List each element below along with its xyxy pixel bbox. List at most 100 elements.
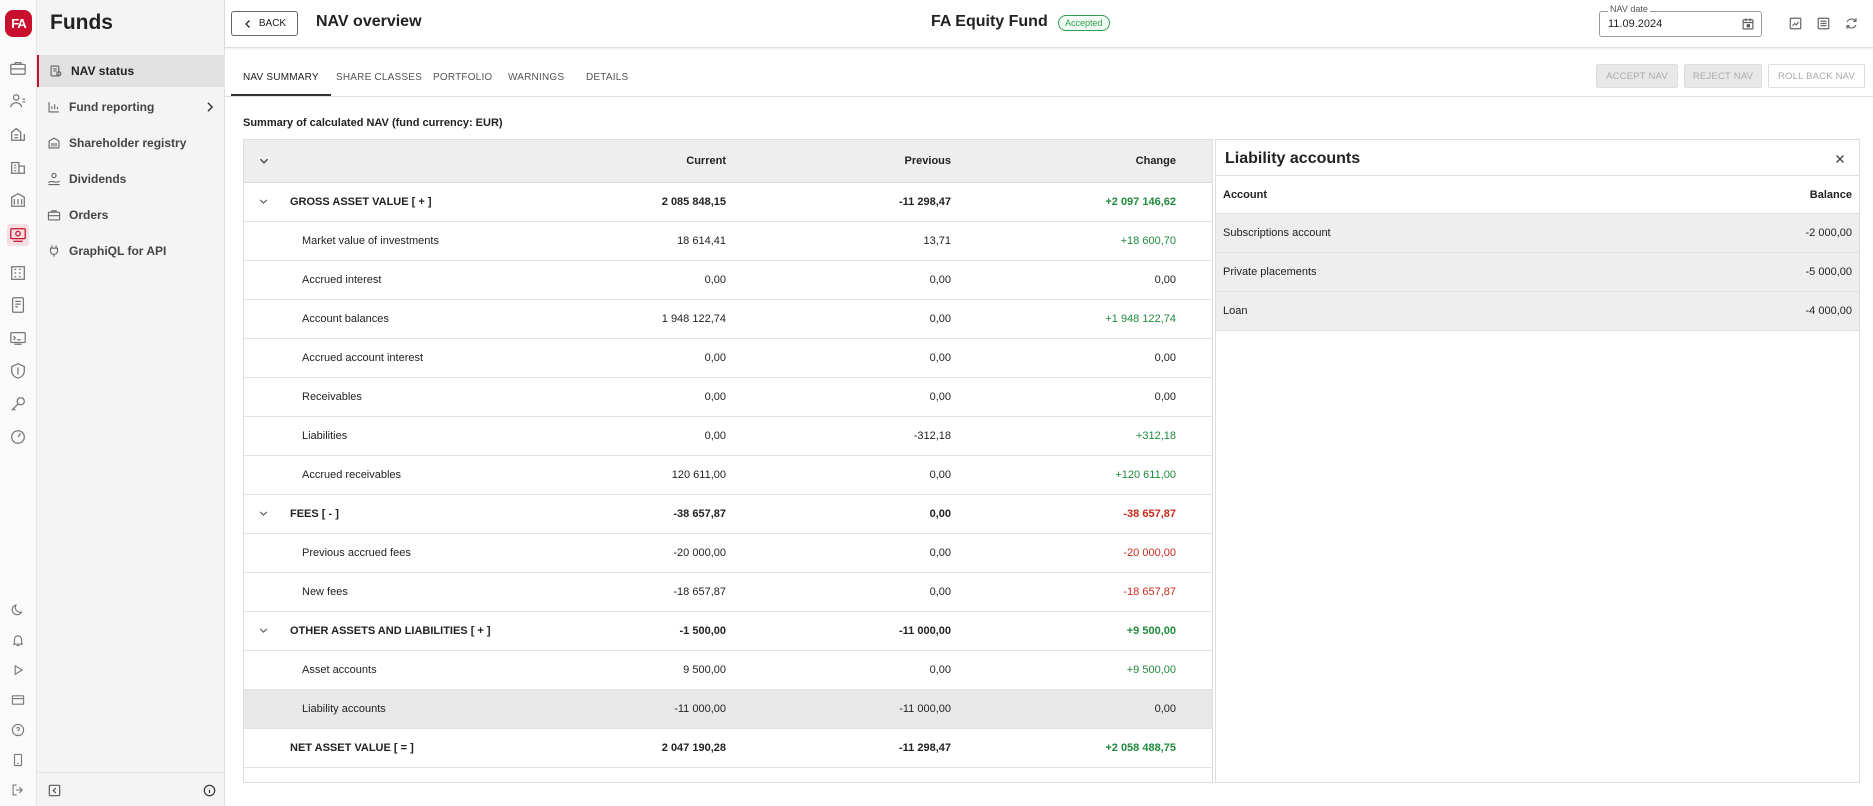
play-icon[interactable]	[7, 659, 29, 681]
nav-status-icon	[49, 64, 63, 78]
accept-nav-button[interactable]: ACCEPT NAV	[1596, 64, 1678, 88]
table-row[interactable]: Market value of investments 18 614,41 13,7…	[244, 222, 1212, 261]
app-logo[interactable]: FA	[5, 10, 32, 37]
reports-icon[interactable]	[7, 123, 29, 145]
dividends-icon	[47, 172, 61, 186]
table-row[interactable]: Asset accounts 9 500,00 0,00 +9 500,00	[244, 651, 1212, 690]
row-label: Accrued receivables	[302, 469, 402, 481]
cell-previous: -312,18	[913, 430, 951, 442]
table-row[interactable]: Liability accounts -11 000,00 -11 000,00 0,…	[244, 690, 1212, 729]
tab-details[interactable]: DETAILS	[586, 72, 629, 83]
cell-current: -38 657,87	[673, 508, 726, 520]
sidebar-item-graphiql[interactable]: GraphiQL for API	[37, 235, 225, 267]
sidebar-item-label: GraphiQL for API	[69, 244, 167, 258]
sidebar-item-fund-reporting[interactable]: Fund reporting	[37, 91, 225, 123]
institutions-icon[interactable]	[7, 189, 29, 211]
cell-change: -38 657,87	[1123, 508, 1176, 520]
panel-row[interactable]: Subscriptions account -2 000,00	[1216, 214, 1859, 253]
chevron-right-icon[interactable]	[203, 100, 217, 114]
refresh-icon[interactable]	[1844, 16, 1859, 31]
table-row[interactable]: Previous accrued fees -20 000,00 0,00 -20 0…	[244, 534, 1212, 573]
contacts-icon[interactable]	[7, 90, 29, 112]
nav-date-input[interactable]	[1608, 18, 1728, 30]
cell-previous: 0,00	[929, 586, 951, 598]
sidebar-item-orders[interactable]: Orders	[37, 199, 225, 231]
cell-change: +1 948 122,74	[1105, 313, 1176, 325]
chevron-down-icon[interactable]	[258, 625, 270, 637]
table-row[interactable]: FEES [ - ] -38 657,87 0,00 -38 657,87	[244, 495, 1212, 534]
card-icon[interactable]	[7, 689, 29, 711]
reject-nav-button[interactable]: REJECT NAV	[1684, 64, 1762, 88]
row-label: Accrued account interest	[302, 352, 424, 364]
dark-mode-icon[interactable]	[7, 599, 29, 621]
buildings-icon[interactable]	[7, 156, 29, 178]
cell-change: -20 000,00	[1123, 547, 1176, 559]
status-badge: Accepted	[1058, 15, 1110, 31]
column-header-change: Change	[1135, 155, 1176, 167]
list-icon[interactable]	[1816, 16, 1831, 31]
table-row[interactable]: Accrued account interest 0,00 0,00 0,00	[244, 339, 1212, 378]
key-icon[interactable]	[7, 393, 29, 415]
cell-previous: 0,00	[929, 274, 951, 286]
cell-previous: 13,71	[923, 235, 951, 247]
sidebar-item-nav-status[interactable]: NAV status	[37, 55, 225, 87]
nav-date-field[interactable]: NAV date	[1599, 4, 1762, 37]
roll-back-nav-button[interactable]: ROLL BACK NAV	[1768, 64, 1865, 88]
row-label: Accrued interest	[302, 274, 382, 286]
funds-icon[interactable]	[7, 224, 29, 246]
table-row[interactable]: NET ASSET VALUE [ = ] 2 047 190,28 -11 298…	[244, 729, 1212, 768]
cell-previous: 0,00	[929, 352, 951, 364]
cell-current: 0,00	[704, 274, 726, 286]
row-label: Market value of investments	[302, 235, 439, 247]
tab-nav-summary[interactable]: NAV SUMMARY	[231, 63, 331, 96]
tab-portfolio[interactable]: PORTFOLIO	[433, 72, 493, 83]
cell-change: +18 600,70	[1120, 235, 1176, 247]
company-icon[interactable]	[7, 262, 29, 284]
cell-previous: 0,00	[929, 469, 951, 481]
close-icon[interactable]	[1833, 152, 1847, 166]
panel-row[interactable]: Private placements -5 000,00	[1216, 253, 1859, 292]
sidebar-item-dividends[interactable]: Dividends	[37, 163, 225, 195]
table-row[interactable]: Liabilities 0,00 -312,18 +312,18	[244, 417, 1212, 456]
cell-current: -20 000,00	[673, 547, 726, 559]
chevron-down-icon[interactable]	[258, 196, 270, 208]
back-button[interactable]: BACK	[231, 11, 298, 36]
report-icon[interactable]	[1788, 16, 1803, 31]
table-row[interactable]: GROSS ASSET VALUE [ + ] 2 085 848,15 -11 2…	[244, 183, 1212, 222]
device-icon[interactable]	[7, 749, 29, 771]
tab-warnings[interactable]: WARNINGS	[508, 72, 565, 83]
cell-change: +9 500,00	[1126, 625, 1176, 637]
logout-icon[interactable]	[7, 779, 29, 801]
row-label: Account balances	[302, 313, 389, 325]
column-header-previous: Previous	[904, 155, 951, 167]
table-row[interactable]: New fees -18 657,87 0,00 -18 657,87	[244, 573, 1212, 612]
tab-divider	[225, 96, 1873, 97]
calendar-icon[interactable]	[1741, 17, 1755, 31]
tab-share-classes[interactable]: SHARE CLASSES	[336, 72, 422, 83]
shield-icon[interactable]	[7, 360, 29, 382]
table-row[interactable]: OTHER ASSETS AND LIABILITIES [ + ] -1 500…	[244, 612, 1212, 651]
table-row[interactable]: Accrued interest 0,00 0,00 0,00	[244, 261, 1212, 300]
table-row[interactable]: Receivables 0,00 0,00 0,00	[244, 378, 1212, 417]
cell-previous: -11 298,47	[899, 196, 951, 208]
info-icon[interactable]	[203, 784, 216, 797]
panel-row[interactable]: Loan -4 000,00	[1216, 292, 1859, 331]
chevron-down-icon[interactable]	[258, 155, 270, 167]
table-row[interactable]: Account balances 1 948 122,74 0,00 +1 948 1…	[244, 300, 1212, 339]
chevron-down-icon[interactable]	[258, 508, 270, 520]
cell-previous: -11 000,00	[899, 703, 951, 715]
chevron-left-icon	[243, 19, 253, 29]
notifications-icon[interactable]	[7, 629, 29, 651]
cell-change: 0,00	[1154, 352, 1176, 364]
terminal-icon[interactable]	[7, 327, 29, 349]
table-row[interactable]: Accrued receivables 120 611,00 0,00 +120 61…	[244, 456, 1212, 495]
row-label: Receivables	[302, 391, 362, 403]
sidebar-item-shareholder-registry[interactable]: Shareholder registry	[37, 127, 225, 159]
column-header-current: Current	[686, 155, 726, 167]
help-icon[interactable]	[7, 719, 29, 741]
documents-icon[interactable]	[7, 294, 29, 316]
portfolio-icon[interactable]	[7, 57, 29, 79]
collapse-sidebar-icon[interactable]	[48, 784, 61, 797]
dashboard-icon[interactable]	[7, 426, 29, 448]
row-label: GROSS ASSET VALUE [ + ]	[290, 196, 432, 208]
